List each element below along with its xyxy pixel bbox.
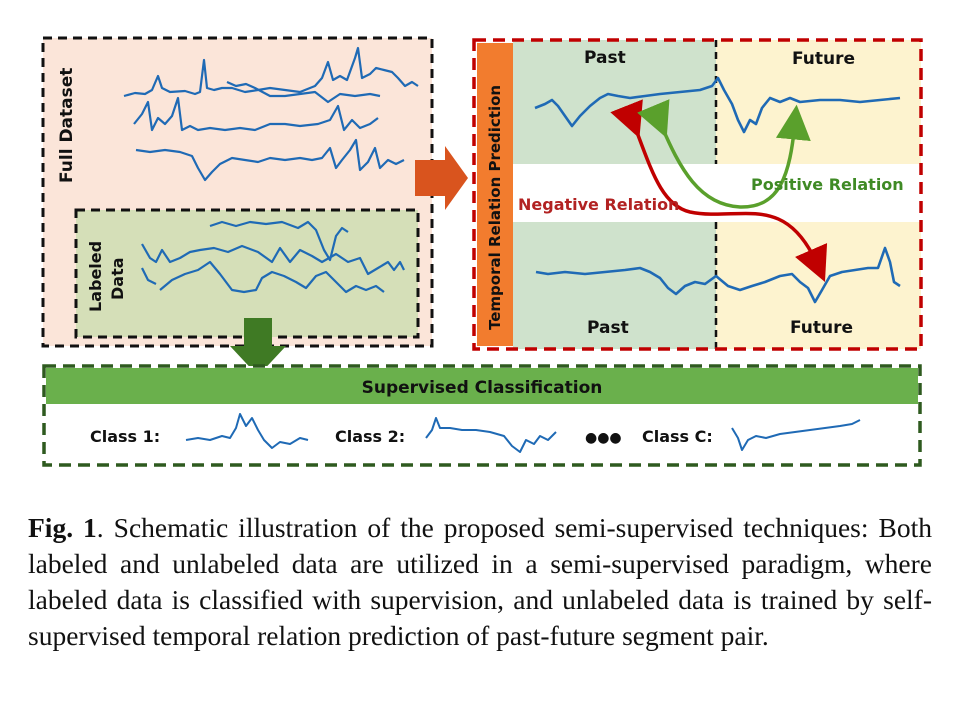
diagram: Full Dataset Labeled Data Temporal Relat… <box>41 36 923 467</box>
classc-label: Class C: <box>642 427 713 446</box>
future-top-label: Future <box>792 49 855 69</box>
negative-relation-arrow <box>610 99 828 283</box>
temporal-panel-border <box>472 38 923 351</box>
temporal-sidebar-label: Temporal Relation Prediction <box>486 85 504 330</box>
class2-label: Class 2: <box>335 427 405 446</box>
positive-relation-label: Positive Relation <box>751 175 904 194</box>
supervised-title-bar <box>46 368 918 404</box>
caption-fig-label: Fig. 1 <box>28 512 97 543</box>
class-signals <box>185 413 861 453</box>
labeled-data-label-line2: Data <box>108 257 127 300</box>
ellipsis-dots: ●●● <box>585 430 622 446</box>
labeled-data-label-line1: Labeled <box>86 241 105 312</box>
positive-relation-arrow <box>637 99 811 209</box>
arrow-down-green <box>230 318 286 376</box>
labeled-data-signals <box>141 220 405 294</box>
past-bottom-label: Past <box>587 318 629 338</box>
figure-caption: Fig. 1. Schematic illustration of the pr… <box>28 510 932 654</box>
labeled-data-panel <box>74 208 420 339</box>
supervised-title: Supervised Classification <box>362 378 603 398</box>
full-dataset-signals <box>123 46 419 182</box>
negative-relation-label: Negative Relation <box>518 195 679 214</box>
class1-label: Class 1: <box>90 427 160 446</box>
temporal-sidebar <box>477 43 513 346</box>
arrow-right-orange <box>415 146 468 210</box>
past-top-label: Past <box>584 48 626 68</box>
caption-text: . Schematic illustration of the proposed… <box>28 512 932 651</box>
full-dataset-label: Full Dataset <box>57 68 77 183</box>
future-bottom-label: Future <box>790 318 853 338</box>
